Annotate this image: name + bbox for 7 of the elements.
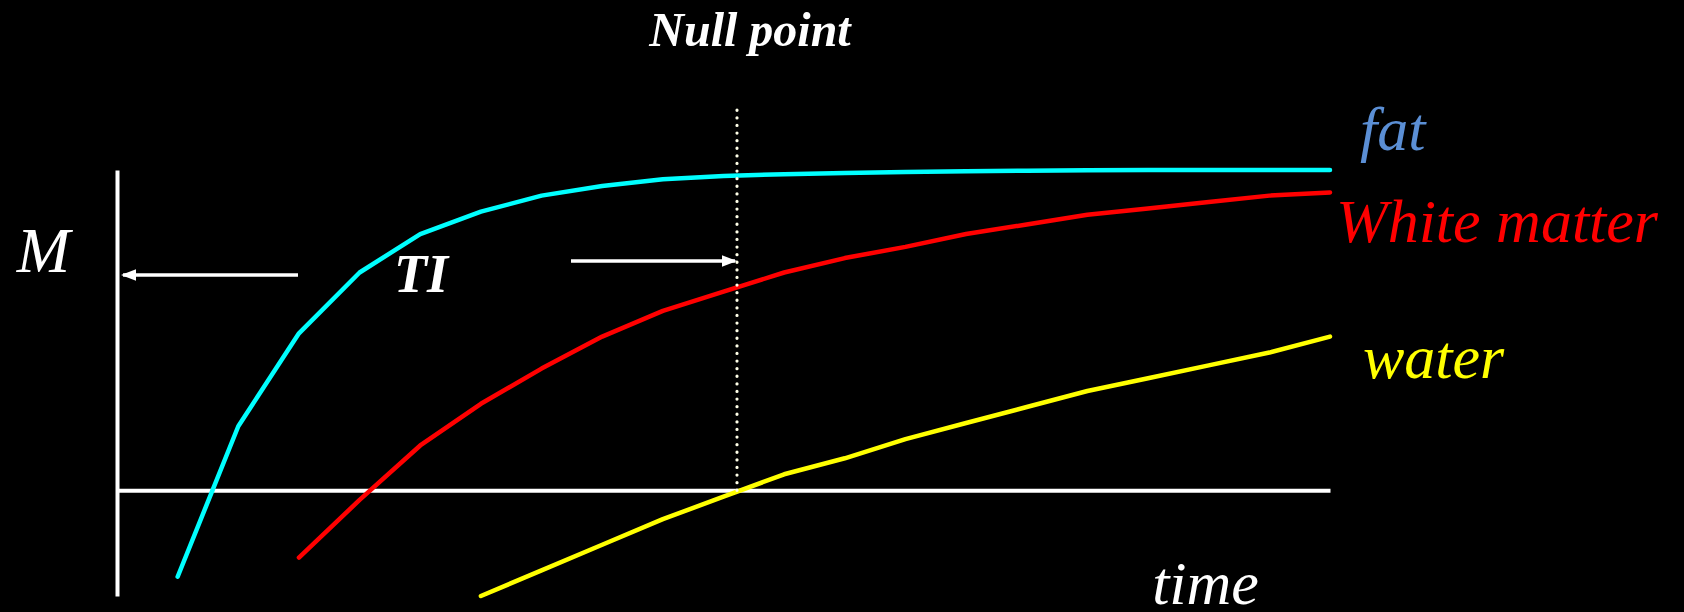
x-axis-title: time (1152, 548, 1259, 612)
series-label: water (1363, 322, 1506, 391)
text: Null point (648, 3, 853, 56)
series-label: fat (1360, 95, 1428, 163)
series-label: White matter (1336, 187, 1659, 256)
annotation: TI (394, 244, 450, 304)
y-axis-title: M (15, 214, 74, 286)
